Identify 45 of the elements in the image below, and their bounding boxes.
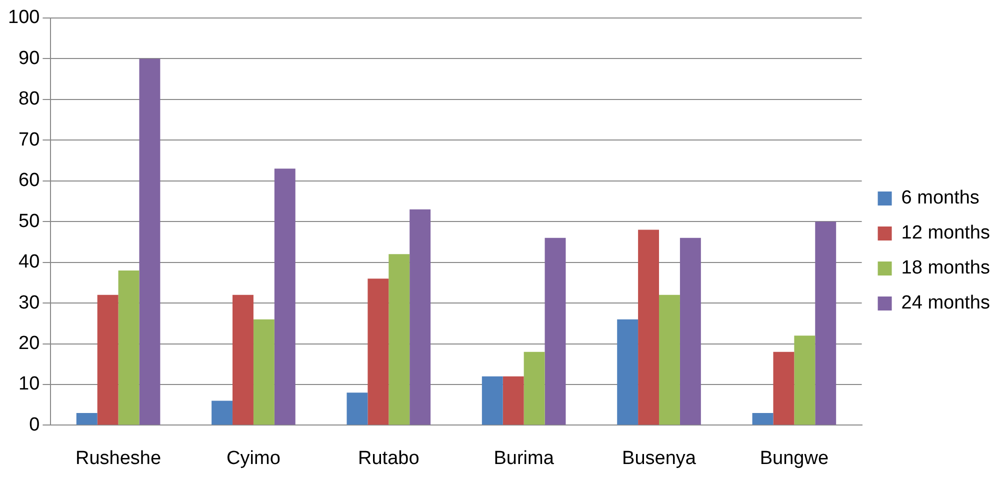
y-tick-label: 80 [18,88,40,110]
bar [617,319,638,425]
legend-label: 12 months [901,222,990,244]
bar [253,319,274,425]
bar [139,58,160,425]
bar [659,294,680,425]
bar [97,294,118,425]
bar [794,336,816,425]
bar [680,238,701,425]
y-tick-label: 40 [18,252,40,273]
bar [346,392,368,425]
bar [544,238,566,425]
legend-label: 6 months [901,188,980,209]
bar [410,209,431,425]
y-tick-label: 90 [18,48,40,69]
legend-label: 18 months [901,258,990,279]
bar [524,352,545,425]
y-tick-label: 10 [18,374,40,395]
y-tick-label: 50 [18,210,40,232]
x-tick-label: Rutabo [358,448,420,469]
x-tick-label: Burima [494,448,554,469]
bar [638,230,660,425]
bar [274,168,296,425]
y-tick-label: 60 [18,170,40,192]
bar [368,278,389,425]
bar [502,376,524,425]
y-tick-label: 100 [8,7,40,28]
x-tick-label: Bungwe [760,448,829,469]
bar [118,270,140,425]
bar [815,222,836,425]
bar [482,376,503,425]
bar [212,400,233,425]
x-tick-label: Cyimo [226,448,280,469]
bar [76,412,98,425]
bar [232,294,254,425]
bar [773,352,794,425]
y-tick-label: 0 [29,414,40,436]
bar [752,412,774,425]
x-tick-label: Busenya [622,448,696,469]
x-tick-label: Rusheshe [76,448,162,469]
y-tick-label: 30 [18,292,40,314]
legend-label: 24 months [901,292,990,314]
y-tick-label: 70 [18,129,40,150]
bar [388,254,410,425]
y-tick-label: 20 [18,332,40,354]
